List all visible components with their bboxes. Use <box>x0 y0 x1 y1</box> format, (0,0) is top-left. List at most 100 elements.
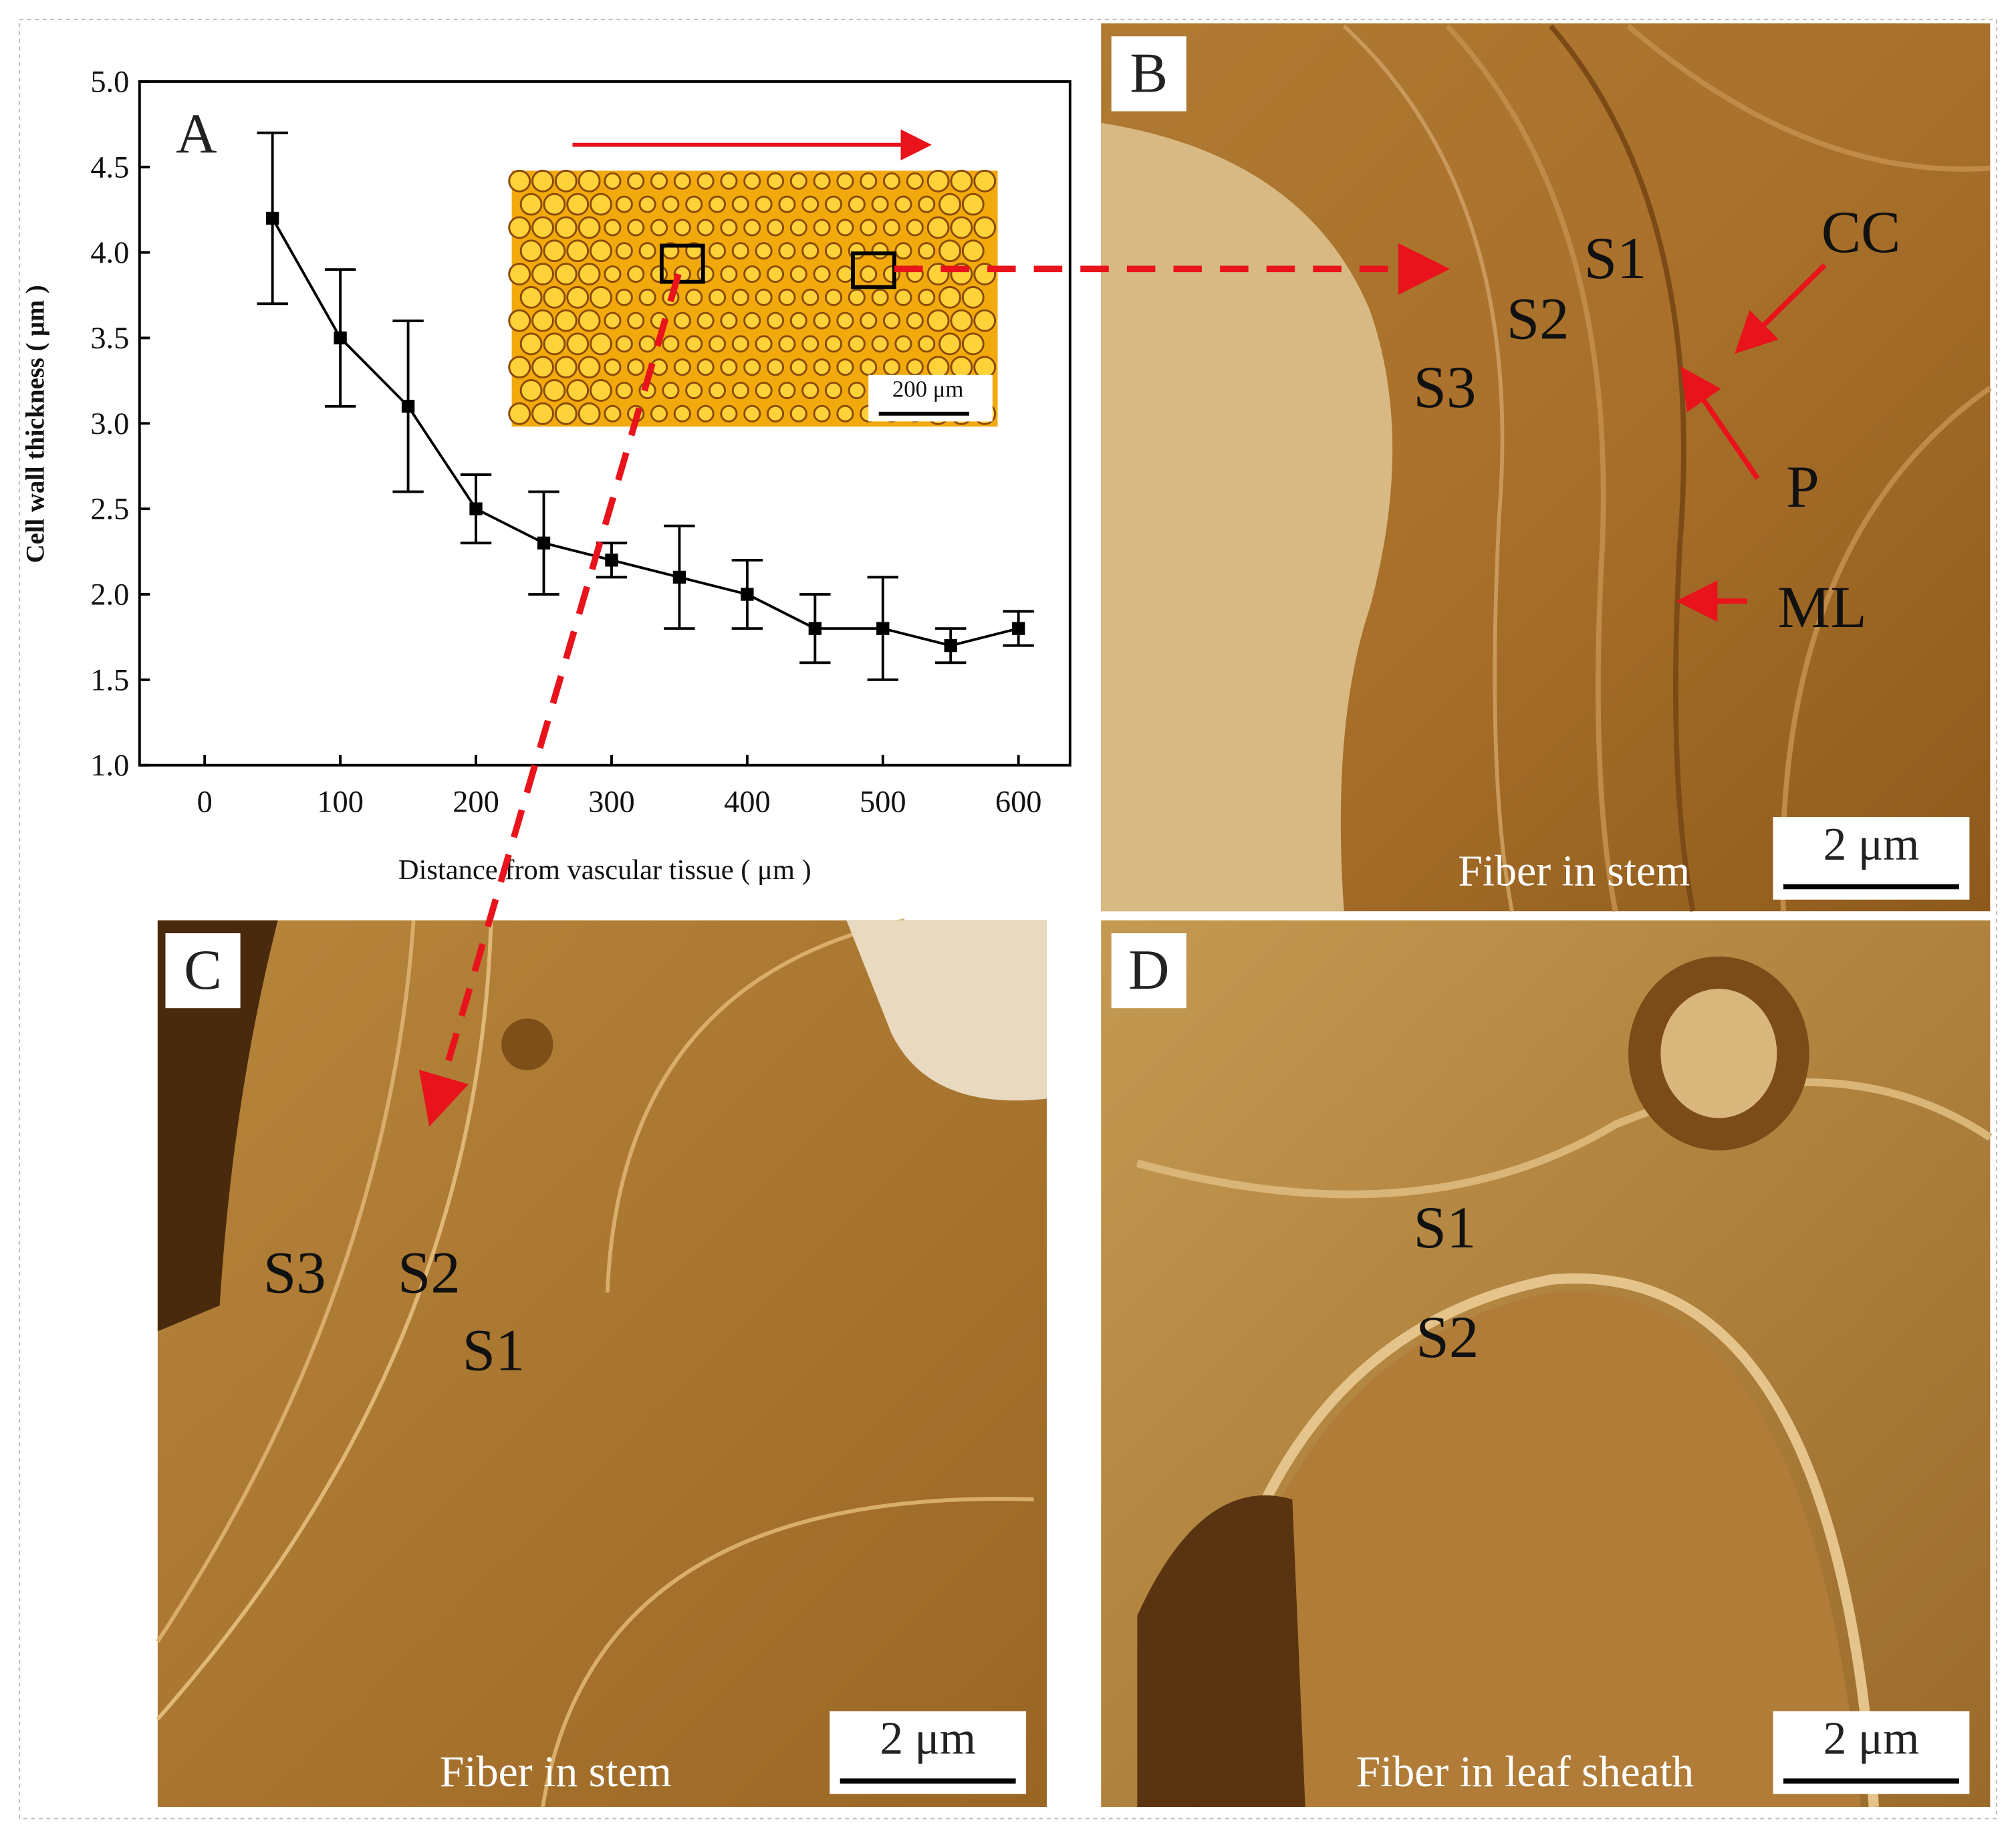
cell <box>720 172 738 190</box>
cell <box>615 242 633 260</box>
cell <box>938 285 961 309</box>
cell <box>801 335 820 353</box>
cell <box>918 335 936 353</box>
cell <box>731 335 749 353</box>
cell <box>848 335 866 353</box>
cell <box>519 285 543 309</box>
cell <box>543 285 566 309</box>
cell <box>894 195 912 213</box>
cell <box>590 193 612 216</box>
arrow <box>1680 366 1760 480</box>
region-box <box>659 243 705 284</box>
cell <box>543 379 566 402</box>
cell <box>543 239 566 263</box>
cell <box>697 172 715 190</box>
cell <box>578 309 601 332</box>
cell <box>519 239 543 263</box>
cell <box>650 172 668 190</box>
cell <box>973 216 997 239</box>
cell <box>973 169 997 193</box>
cell <box>697 265 715 283</box>
cell <box>531 402 554 425</box>
cell <box>755 335 773 353</box>
cell <box>604 358 622 376</box>
cell <box>531 263 554 285</box>
marker <box>876 622 890 635</box>
cell <box>894 288 912 306</box>
cell <box>882 219 901 237</box>
cell <box>508 263 531 285</box>
layer-label: S3 <box>263 1241 326 1306</box>
cell <box>720 265 738 283</box>
cell <box>813 358 831 376</box>
layer-line <box>1136 1078 1993 1199</box>
cell <box>673 172 691 190</box>
cell <box>615 288 633 306</box>
arrow-label: CC <box>1821 200 1901 265</box>
cell <box>950 169 973 193</box>
marker <box>944 639 957 652</box>
cell <box>882 172 901 190</box>
lumen <box>1101 122 1393 912</box>
caption: Fiber in leaf sheath <box>1356 1747 1694 1796</box>
panel-label: A <box>176 102 217 165</box>
cell <box>697 358 715 376</box>
cell <box>508 169 531 193</box>
cell <box>673 219 691 237</box>
cell <box>627 172 645 190</box>
cell <box>836 404 854 422</box>
cell <box>950 309 973 332</box>
cell <box>638 288 656 306</box>
cell <box>961 332 985 356</box>
y-tick-label: 1.0 <box>90 749 129 783</box>
cell <box>743 172 761 190</box>
cell <box>938 193 961 216</box>
cell <box>801 195 820 213</box>
cell <box>871 288 889 306</box>
panel-b: B S1 S2 S3 CC P ML Fiber in stem 2 μm <box>1101 23 1992 912</box>
layer-label: S2 <box>398 1241 461 1306</box>
cell <box>789 312 807 330</box>
cell <box>590 285 612 309</box>
layer-line <box>1549 24 1696 912</box>
cell <box>566 379 590 402</box>
cell <box>860 219 878 237</box>
inset-scale-label: 200 μm <box>892 376 964 402</box>
cell <box>554 356 578 379</box>
layer-label: S1 <box>463 1318 525 1384</box>
y-tick-label: 4.5 <box>90 150 129 185</box>
cell <box>906 312 924 330</box>
layer-line <box>1780 386 1992 912</box>
layer-label: S3 <box>1414 355 1477 420</box>
cell <box>566 239 590 263</box>
cell <box>906 219 924 237</box>
cell <box>531 309 554 332</box>
cell <box>836 265 854 283</box>
arrow-label: P <box>1786 455 1819 520</box>
y-tick-label: 3.0 <box>90 407 129 441</box>
cell <box>1660 989 1777 1118</box>
cell <box>766 312 785 330</box>
cell <box>801 288 820 306</box>
cell <box>836 312 854 330</box>
cell <box>860 358 878 376</box>
cell <box>961 285 985 309</box>
cell <box>743 219 761 237</box>
arrow-label: ML <box>1777 575 1866 640</box>
cell <box>590 239 612 263</box>
cell <box>731 195 749 213</box>
link-arrow <box>418 273 682 1127</box>
cell <box>766 265 785 283</box>
y-axis-label: Cell wall thickness ( μm ) <box>22 285 50 563</box>
x-tick-label: 300 <box>588 785 635 819</box>
cell <box>906 172 924 190</box>
cell <box>778 335 796 353</box>
panel-label: B <box>1130 41 1168 104</box>
cell <box>778 242 796 260</box>
cell <box>543 193 566 216</box>
cell <box>755 288 773 306</box>
cell <box>554 402 578 425</box>
cell <box>578 402 601 425</box>
layer-line <box>605 918 905 1293</box>
cell <box>766 172 785 190</box>
